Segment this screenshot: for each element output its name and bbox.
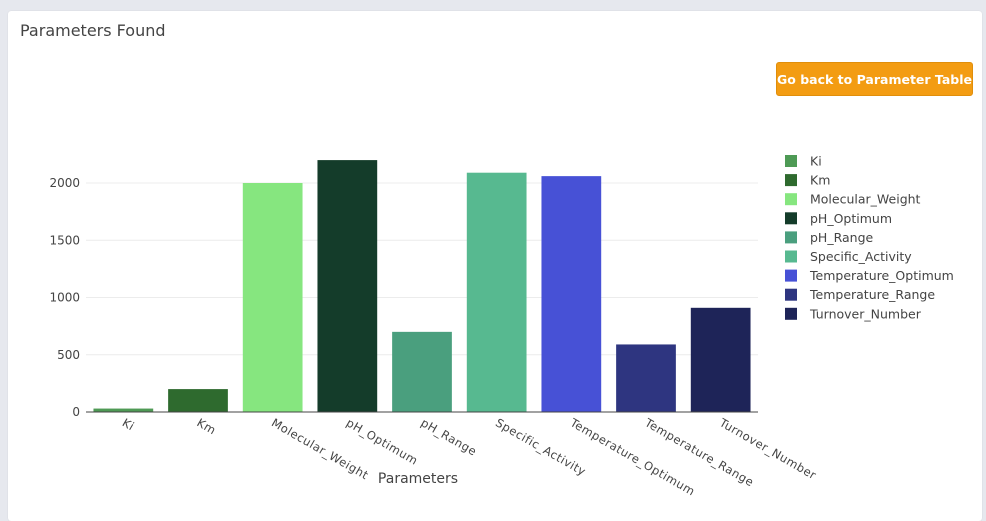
legend-label[interactable]: Temperature_Optimum [809, 268, 954, 283]
legend-label[interactable]: pH_Optimum [810, 211, 892, 226]
y-axis-ticks: 0 500 1000 1500 2000 [49, 176, 80, 419]
legend-swatch[interactable] [785, 193, 797, 206]
legend-label[interactable]: Ki [810, 154, 822, 169]
legend-swatch[interactable] [785, 231, 797, 244]
bar-temperature-range[interactable] [616, 344, 676, 412]
bar-ph-range[interactable] [392, 331, 452, 412]
bar-ph-optimum[interactable] [317, 160, 378, 412]
bar-molecular-weight[interactable] [242, 183, 303, 412]
legend-label[interactable]: pH_Range [810, 230, 874, 245]
legend-swatch[interactable] [785, 250, 797, 263]
legend-swatch[interactable] [785, 288, 797, 301]
bar-km[interactable] [168, 389, 228, 412]
bar-temperature-optimum[interactable] [541, 176, 602, 412]
legend-label[interactable]: Temperature_Range [809, 287, 935, 302]
chart-grid [86, 182, 758, 356]
x-tick-label: pH_Optimum [344, 415, 421, 467]
back-to-parameter-table-button[interactable]: Go back to Parameter Table [776, 62, 973, 96]
bar-specific-activity[interactable] [466, 172, 527, 412]
y-tick-label: 500 [57, 348, 80, 362]
y-tick-label: 0 [72, 405, 80, 419]
legend-swatch[interactable] [785, 307, 797, 320]
x-tick-label: pH_Range [419, 415, 480, 458]
y-tick-label: 1500 [49, 233, 80, 247]
legend-label[interactable]: Km [810, 173, 830, 188]
x-tick-label: Ki [120, 415, 137, 433]
chart-bars [93, 160, 751, 412]
legend-swatch[interactable] [785, 174, 797, 187]
y-tick-label: 2000 [49, 176, 80, 190]
legend-label[interactable]: Specific_Activity [810, 249, 912, 264]
legend-label[interactable]: Turnover_Number [809, 306, 922, 321]
x-tick-label: Temperature_Optimum [567, 415, 698, 499]
y-tick-label: 1000 [49, 291, 80, 305]
legend-swatch[interactable] [785, 212, 797, 225]
bar-turnover-number[interactable] [690, 307, 751, 412]
legend-swatch[interactable] [785, 155, 797, 167]
bar-ki[interactable] [93, 408, 154, 412]
legend-swatch[interactable] [785, 269, 797, 282]
legend-label[interactable]: Molecular_Weight [810, 192, 921, 207]
panel-title: Parameters Found [20, 21, 166, 40]
chart-legend: Ki Km Molecular_Weight pH_Optimum pH_Range Sp… [785, 154, 954, 321]
x-tick-label: Km [195, 415, 219, 437]
x-axis-title: Parameters [378, 471, 458, 487]
